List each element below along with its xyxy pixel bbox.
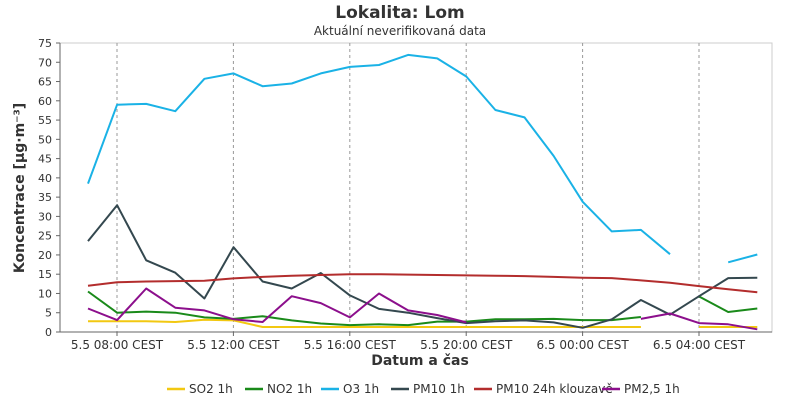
x-tick-label: 5.5 16:00 CEST bbox=[304, 338, 397, 352]
y-tick-label: 20 bbox=[38, 249, 52, 262]
series-line-pm10-1h bbox=[87, 204, 758, 329]
y-tick-label: 5 bbox=[45, 307, 52, 320]
y-tick-label: 75 bbox=[38, 37, 52, 50]
series-line-no2-1h bbox=[87, 290, 642, 327]
legend-label-o3-1h: O3 1h bbox=[343, 382, 379, 396]
legend: SO2 1h NO2 1h O3 1h PM10 1h PM10 24h klouzav… bbox=[167, 382, 680, 396]
series-line-pm10-24h-klouzav bbox=[87, 273, 758, 294]
series-line-o3-1h bbox=[87, 53, 671, 255]
legend-label-pm2-5-1h: PM2,5 1h bbox=[624, 382, 680, 396]
legend-label-so2-1h: SO2 1h bbox=[189, 382, 233, 396]
axes: 0 5 10 15 20 25 30 35 40 45 50 55 60 65 70 75 5.5 08:00 … bbox=[38, 37, 772, 352]
x-tick-label: 5.5 20:00 CEST bbox=[420, 338, 513, 352]
chart-title: Lokalita: Lom bbox=[335, 3, 464, 23]
series-line-o3-1h bbox=[727, 253, 758, 264]
x-tick-label: 5.5 08:00 CEST bbox=[71, 338, 164, 352]
y-tick-label: 45 bbox=[38, 153, 52, 166]
grid bbox=[59, 42, 773, 333]
y-tick-label: 25 bbox=[38, 230, 52, 243]
y-tick-label: 15 bbox=[38, 268, 52, 281]
y-tick-label: 60 bbox=[38, 95, 52, 108]
legend-label-pm10-24h-klouzav: PM10 24h klouzavě bbox=[496, 382, 613, 396]
series-line-pm2-5-1h bbox=[87, 287, 467, 324]
chart-subtitle: Aktuální neverifikovaná data bbox=[314, 24, 486, 38]
series-line-no2-1h bbox=[698, 295, 758, 313]
y-tick-label: 0 bbox=[45, 326, 52, 339]
series-line-so2-1h bbox=[88, 318, 641, 328]
y-tick-label: 40 bbox=[38, 172, 52, 185]
y-tick-label: 35 bbox=[38, 191, 52, 204]
x-tick-label: 6.5 04:00 CEST bbox=[653, 338, 746, 352]
series-line-pm2-5-1h bbox=[640, 312, 758, 331]
y-tick-label: 70 bbox=[38, 56, 52, 69]
y-tick-label: 30 bbox=[38, 210, 52, 223]
legend-label-pm10-1h: PM10 1h bbox=[413, 382, 465, 396]
legend-label-no2-1h: NO2 1h bbox=[267, 382, 312, 396]
y-tick-label: 10 bbox=[38, 287, 52, 300]
x-axis-label: Datum a čas bbox=[371, 353, 469, 369]
series-lines bbox=[87, 53, 758, 331]
plot-frame bbox=[59, 42, 773, 333]
x-tick-label: 6.5 00:00 CEST bbox=[536, 338, 629, 352]
y-tick-label: 55 bbox=[38, 114, 52, 127]
y-tick-label: 65 bbox=[38, 76, 52, 89]
x-tick-label: 5.5 12:00 CEST bbox=[187, 338, 280, 352]
y-axis-label: Koncentrace [µg·m⁻³] bbox=[12, 103, 28, 273]
y-tick-label: 50 bbox=[38, 133, 52, 146]
